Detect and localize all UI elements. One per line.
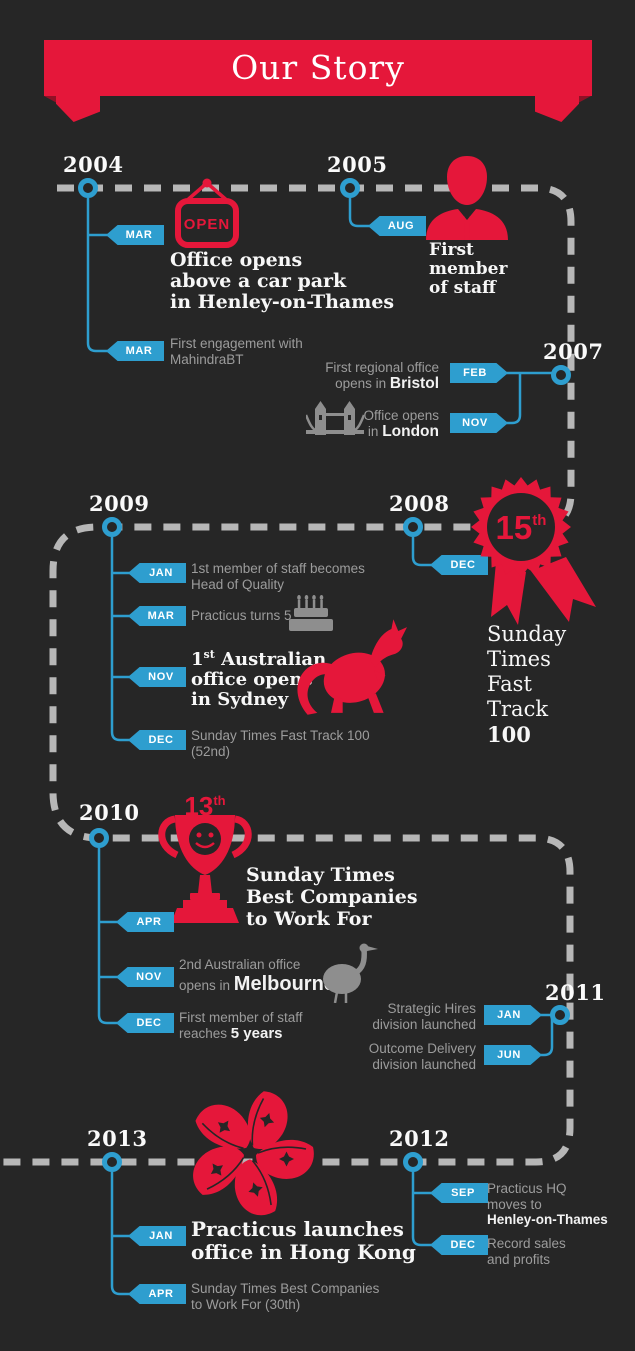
- month-tag-2009-mar: MAR: [128, 606, 186, 626]
- event-2004-sub: First engagement with MahindraBT: [170, 336, 303, 367]
- node-2009: [102, 517, 122, 537]
- node-2007: [551, 365, 571, 385]
- event-2007-nov-text: Office opens in London: [363, 408, 439, 440]
- connector-2009: [110, 537, 132, 742]
- emu-icon: [323, 943, 378, 1003]
- month-tag-2009-nov: NOV: [128, 667, 186, 687]
- month-tag-2008-dec: DEC: [430, 555, 488, 575]
- connector-2004: [86, 198, 110, 353]
- bauhinia-petal-group: [193, 1146, 245, 1195]
- month-tag-2012-dec: DEC: [430, 1235, 488, 1255]
- event-2010-dec-text: First member of staff reaches 5 years: [179, 1010, 303, 1042]
- page-title: Our Story: [231, 48, 405, 87]
- connector-2008: [411, 537, 434, 567]
- event-2009-nov-title: 1st Australian office opens in Sydney: [191, 648, 327, 710]
- year-label-2009: 2009: [89, 491, 150, 516]
- timeline-dashed-path: [2, 184, 575, 1166]
- node-2004: [78, 178, 98, 198]
- event-2010-nov-text: 2nd Australian office opens in Melbourne: [179, 957, 335, 995]
- month-tag-2005-aug: AUG: [368, 216, 426, 236]
- event-2008-award-text: Sunday Times Fast Track 100: [487, 622, 567, 747]
- year-label-2010: 2010: [79, 800, 140, 825]
- event-2012-dec-text: Record sales and profits: [487, 1236, 566, 1267]
- trophy-icon: [158, 815, 252, 923]
- node-2005: [340, 178, 360, 198]
- month-tag-2004-mar-1: MAR: [106, 225, 164, 245]
- month-tag-2013-apr: APR: [128, 1284, 186, 1304]
- event-2007-feb-text: First regional office opens in Bristol: [325, 360, 439, 392]
- bauhinia-petal-group: [195, 1104, 251, 1150]
- year-label-2011: 2011: [545, 980, 606, 1005]
- event-2009-jan-text: 1st member of staff becomes Head of Qual…: [191, 561, 365, 592]
- bauhinia-petal-group: [234, 1159, 278, 1216]
- rosette-badge-rank: 15th: [495, 509, 547, 546]
- node-2012: [403, 1152, 423, 1172]
- kangaroo-icon: [297, 619, 407, 715]
- month-tag-2011-jun: JUN: [484, 1045, 542, 1065]
- event-2005-title: First member of staff: [429, 240, 508, 298]
- month-tag-2004-mar-2: MAR: [106, 341, 164, 361]
- event-2013-apr-text: Sunday Times Best Companies to Work For …: [191, 1281, 380, 1312]
- event-2012-sep-text: Practicus HQ moves to Henley-on-Thames: [487, 1181, 608, 1227]
- node-2008: [403, 517, 423, 537]
- connector-2005: [348, 198, 372, 228]
- event-2011-jan-text: Strategic Hires division launched: [372, 1001, 476, 1032]
- month-tag-2010-nov: NOV: [116, 967, 174, 987]
- year-label-2013: 2013: [87, 1126, 148, 1151]
- connector-2010: [97, 848, 120, 1025]
- event-2004-title: Office opens above a car park in Henley-…: [170, 249, 395, 313]
- event-2009-dec-text: Sunday Times Fast Track 100 (52nd): [191, 728, 370, 759]
- year-label-2005: 2005: [327, 152, 388, 177]
- open-sign-icon: OPEN: [175, 178, 239, 248]
- year-label-2007: 2007: [543, 339, 604, 364]
- event-2011-jun-text: Outcome Delivery division launched: [368, 1041, 476, 1072]
- year-label-2012: 2012: [389, 1126, 450, 1151]
- bauhinia-petal-group: [248, 1091, 288, 1150]
- month-tag-2012-sep: SEP: [430, 1183, 488, 1203]
- month-tag-2007-feb: FEB: [450, 363, 508, 383]
- rosette-badge-icon: [471, 477, 596, 625]
- month-tag-2009-dec: DEC: [128, 730, 186, 750]
- event-2010-award-title: Sunday Times Best Companies to Work For: [246, 864, 418, 930]
- connector-2013: [110, 1172, 132, 1296]
- month-tag-2013-jan: JAN: [128, 1226, 186, 1246]
- birthday-cake-icon: [289, 595, 333, 631]
- node-2013: [102, 1152, 122, 1172]
- banner-ribbon: [44, 40, 592, 96]
- event-2009-mar-text: Practicus turns 5: [191, 608, 292, 623]
- year-label-2004: 2004: [63, 152, 124, 177]
- month-tag-2010-dec: DEC: [116, 1013, 174, 1033]
- svg-text:OPEN: OPEN: [184, 216, 231, 233]
- event-2013-title: Practicus launches office in Hong Kong: [191, 1217, 416, 1264]
- month-tag-2011-jan: JAN: [484, 1005, 542, 1025]
- tower-bridge-icon: [306, 401, 364, 435]
- bauhinia-flower-icon: [193, 1091, 314, 1216]
- connector-2012: [411, 1172, 434, 1247]
- node-2011: [550, 1005, 570, 1025]
- node-2010: [89, 828, 109, 848]
- staff-member-icon: [426, 156, 508, 240]
- month-tag-2007-nov: NOV: [450, 413, 508, 433]
- year-label-2008: 2008: [389, 491, 450, 516]
- bauhinia-petal-group: [256, 1139, 314, 1179]
- month-tag-2010-apr: APR: [116, 912, 174, 932]
- month-tag-2009-jan: JAN: [128, 563, 186, 583]
